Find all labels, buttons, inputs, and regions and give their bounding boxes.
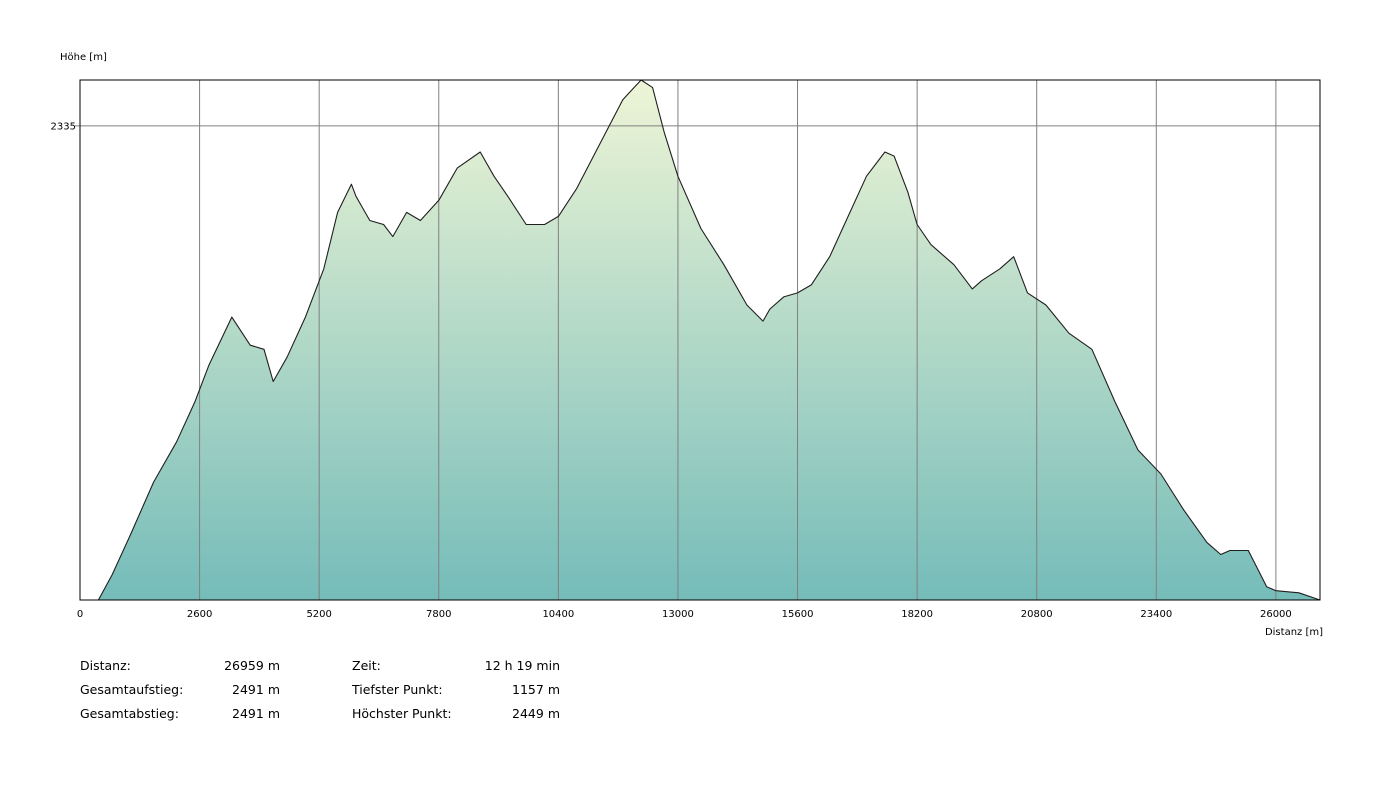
x-tick-label: 7800 — [426, 609, 451, 620]
stat-distance-value: 26959 m — [224, 658, 280, 673]
stat-lowest-value: 1157 m — [512, 682, 560, 697]
x-axis-label: Distanz [m] — [1265, 627, 1323, 638]
elevation-area — [80, 80, 1320, 600]
x-tick-label: 26000 — [1260, 609, 1292, 620]
line-layer — [80, 79, 1321, 601]
stat-descent-value: 2491 m — [232, 706, 280, 721]
stat-time-value: 12 h 19 min — [484, 658, 560, 673]
x-tick-label: 13000 — [662, 609, 694, 620]
stat-distance-label: Distanz: — [80, 658, 131, 673]
x-tick-label: 23400 — [1140, 609, 1172, 620]
stat-ascent-value: 2491 m — [232, 682, 280, 697]
x-tick-label: 20800 — [1021, 609, 1053, 620]
area-layer — [80, 80, 1320, 600]
stat-time-label: Zeit: — [352, 658, 381, 673]
stat-highest-value: 2449 m — [512, 706, 560, 721]
grid-layer — [75, 80, 1320, 600]
elevation-line — [80, 79, 1321, 601]
y-tick-label: 2335 — [51, 121, 76, 132]
x-tick-label: 18200 — [901, 609, 933, 620]
plot-frame — [79, 79, 1321, 601]
y-axis-label: Höhe [m] — [60, 52, 107, 63]
x-tick-label: 2600 — [187, 609, 212, 620]
stat-lowest-label: Tiefster Punkt: — [352, 682, 443, 697]
x-tick-label: 5200 — [306, 609, 331, 620]
x-tick-label: 10400 — [542, 609, 574, 620]
x-tick-label: 15600 — [782, 609, 814, 620]
stat-highest-label: Höchster Punkt: — [352, 706, 452, 721]
tick-layer: 0 2600 5200 7800 10400 13000 15600 18200 20800 23… — [51, 121, 1292, 620]
elevation-chart: 0 2600 5200 7800 10400 13000 15600 18200 20800 23… — [51, 52, 1324, 638]
x-tick-label: 0 — [77, 609, 83, 620]
stat-ascent-label: Gesamtaufstieg: — [80, 682, 184, 697]
stat-descent-label: Gesamtabstieg: — [80, 706, 179, 721]
